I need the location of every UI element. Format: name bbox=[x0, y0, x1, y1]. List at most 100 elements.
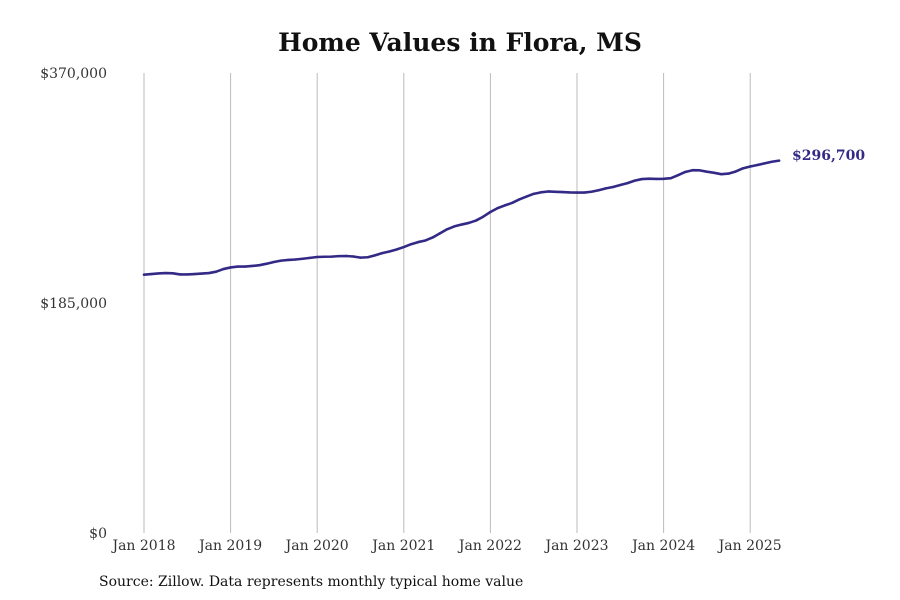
data-point bbox=[453, 225, 456, 228]
x-tick-label: Jan 2021 bbox=[370, 538, 435, 554]
data-point bbox=[214, 270, 218, 273]
data-point bbox=[352, 255, 355, 258]
data-point bbox=[417, 240, 420, 244]
x-tick-label: Jan 2022 bbox=[457, 538, 522, 554]
data-point bbox=[604, 187, 608, 190]
data-point bbox=[655, 177, 658, 181]
data-point bbox=[359, 256, 362, 259]
data-point bbox=[366, 256, 369, 259]
data-point bbox=[640, 177, 644, 181]
data-point bbox=[749, 165, 752, 168]
data-point bbox=[712, 171, 716, 175]
series-line-group bbox=[142, 159, 781, 276]
data-point bbox=[481, 215, 485, 218]
source-note: Source: Zillow. Data represents monthly … bbox=[99, 574, 524, 590]
data-point bbox=[734, 170, 737, 173]
data-point bbox=[525, 195, 528, 198]
data-point bbox=[316, 255, 319, 259]
data-point bbox=[222, 267, 225, 271]
data-point bbox=[344, 254, 348, 258]
data-point bbox=[243, 265, 247, 268]
data-point bbox=[597, 189, 600, 192]
data-point bbox=[676, 173, 680, 177]
data-point bbox=[575, 191, 579, 194]
x-tick-label: Jan 2023 bbox=[543, 538, 608, 554]
x-axis-ticks: Jan 2018 Jan 2019 Jan 2020 Jan 2021 Jan 2022… bbox=[110, 538, 781, 554]
data-point bbox=[388, 250, 391, 253]
data-point bbox=[308, 256, 312, 260]
data-points bbox=[142, 159, 781, 276]
data-point bbox=[330, 255, 333, 258]
data-point bbox=[200, 272, 203, 275]
data-point bbox=[510, 201, 514, 205]
data-point bbox=[424, 239, 427, 242]
data-point bbox=[756, 163, 759, 167]
data-point bbox=[647, 177, 651, 180]
data-point bbox=[207, 271, 211, 275]
data-point bbox=[279, 259, 283, 262]
y-tick-label: $185,000 bbox=[40, 296, 107, 312]
data-point bbox=[503, 204, 507, 207]
data-point bbox=[662, 177, 665, 180]
data-point bbox=[186, 273, 189, 276]
data-point bbox=[684, 170, 687, 174]
data-point bbox=[698, 169, 701, 172]
data-point bbox=[251, 264, 254, 268]
data-point bbox=[611, 185, 615, 189]
data-point bbox=[619, 183, 622, 187]
data-point bbox=[431, 236, 434, 239]
data-point bbox=[568, 191, 571, 194]
data-point bbox=[229, 266, 232, 269]
data-point bbox=[467, 221, 470, 225]
home-value-line bbox=[142, 159, 781, 276]
data-point bbox=[633, 179, 636, 182]
x-tick-label: Jan 2025 bbox=[717, 538, 782, 554]
data-point bbox=[301, 257, 304, 260]
data-point bbox=[178, 273, 182, 276]
data-point bbox=[532, 192, 535, 196]
data-point bbox=[409, 242, 413, 246]
data-point bbox=[705, 170, 709, 173]
data-point bbox=[294, 258, 297, 261]
data-point bbox=[460, 223, 463, 226]
data-point bbox=[720, 173, 723, 176]
data-point bbox=[590, 190, 593, 193]
end-value-label: $296,700 bbox=[792, 148, 865, 164]
data-point bbox=[258, 264, 261, 267]
data-point bbox=[402, 245, 405, 249]
data-point bbox=[474, 219, 478, 222]
grid-lines bbox=[143, 73, 751, 533]
data-point bbox=[236, 265, 240, 268]
y-axis-ticks: $0 $185,000 $370,000 bbox=[40, 66, 107, 542]
data-point bbox=[380, 251, 384, 255]
data-point bbox=[337, 254, 341, 258]
data-point bbox=[741, 167, 745, 170]
data-point bbox=[554, 190, 557, 194]
data-point bbox=[438, 232, 442, 235]
x-tick-label: Jan 2018 bbox=[110, 538, 175, 554]
data-point bbox=[496, 206, 499, 210]
y-tick-label: $0 bbox=[89, 526, 107, 542]
x-tick-label: Jan 2019 bbox=[197, 538, 262, 554]
data-point bbox=[518, 198, 521, 201]
data-point bbox=[546, 190, 550, 193]
data-point bbox=[142, 273, 146, 276]
data-point bbox=[164, 271, 167, 275]
chart-title: Home Values in Flora, MS bbox=[278, 28, 642, 57]
data-point bbox=[171, 272, 175, 275]
x-tick-label: Jan 2020 bbox=[284, 538, 349, 554]
data-point bbox=[777, 159, 781, 162]
data-point bbox=[287, 258, 290, 262]
data-point bbox=[561, 190, 564, 194]
data-point bbox=[272, 260, 276, 264]
data-point bbox=[763, 162, 766, 165]
data-point bbox=[373, 254, 377, 257]
data-point bbox=[489, 210, 492, 214]
data-point bbox=[583, 191, 586, 194]
data-point bbox=[669, 176, 673, 180]
data-point bbox=[727, 172, 730, 175]
y-tick-label: $370,000 bbox=[40, 66, 107, 82]
data-point bbox=[691, 169, 694, 172]
